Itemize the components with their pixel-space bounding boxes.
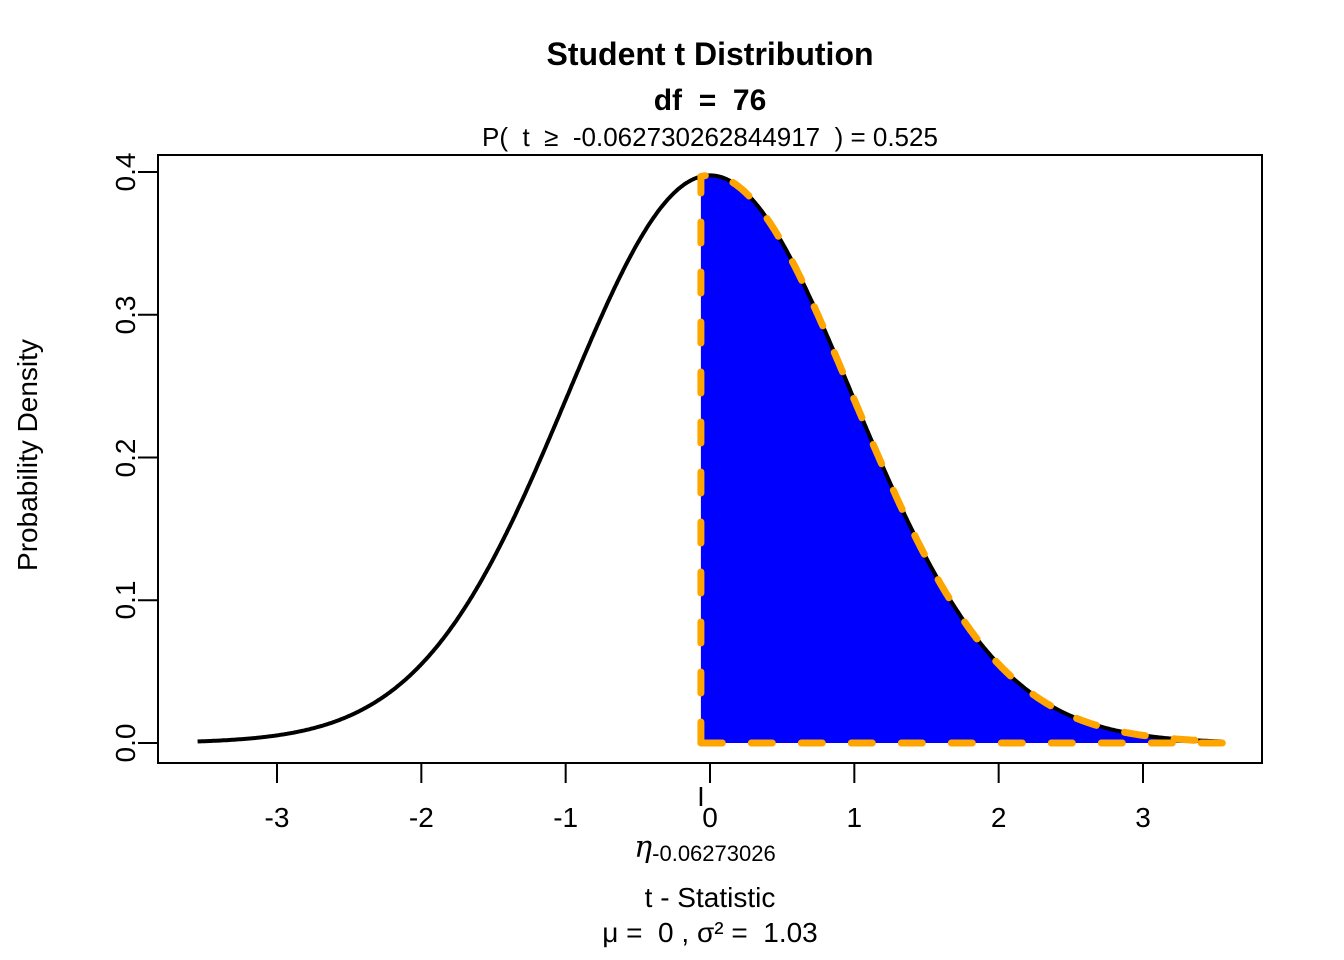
shaded-area-outline	[697, 171, 1226, 747]
chart-title: Student t Distribution	[546, 36, 874, 72]
x-tick-label-0: 0	[702, 802, 718, 833]
y-tick-label-0.1: 0.1	[110, 580, 141, 620]
y-tick-label-0.0: 0.0	[110, 723, 141, 763]
y-tick-label-0.4: 0.4	[110, 152, 141, 192]
x-tick-label-2: 2	[990, 802, 1007, 833]
shaded-area	[700, 175, 1223, 743]
chart-subtitle-df: df = 76	[653, 84, 767, 117]
x-tick-label--3: -3	[264, 802, 290, 833]
y-axis-title: Probability Density	[12, 339, 43, 571]
probability-annotation: P( t ≥ -0.062730262844917 ) = 0.525	[482, 122, 938, 152]
x-tick-label-1: 1	[846, 802, 863, 833]
x-tick-label--2: -2	[408, 802, 434, 833]
distribution-params: μ = 0 , σ² = 1.03	[602, 917, 818, 948]
y-tick-label-0.3: 0.3	[110, 295, 141, 335]
y-tick-label-0.2: 0.2	[110, 438, 141, 477]
eta-symbol: η	[634, 830, 653, 865]
x-tick-label--1: -1	[553, 802, 579, 833]
eta-subscript: -0.06273026	[652, 841, 776, 866]
t-statistic-label: η -0.06273026	[634, 833, 776, 865]
x-tick-label-3: 3	[1135, 802, 1151, 833]
x-axis-title: t - Statistic	[644, 882, 776, 913]
